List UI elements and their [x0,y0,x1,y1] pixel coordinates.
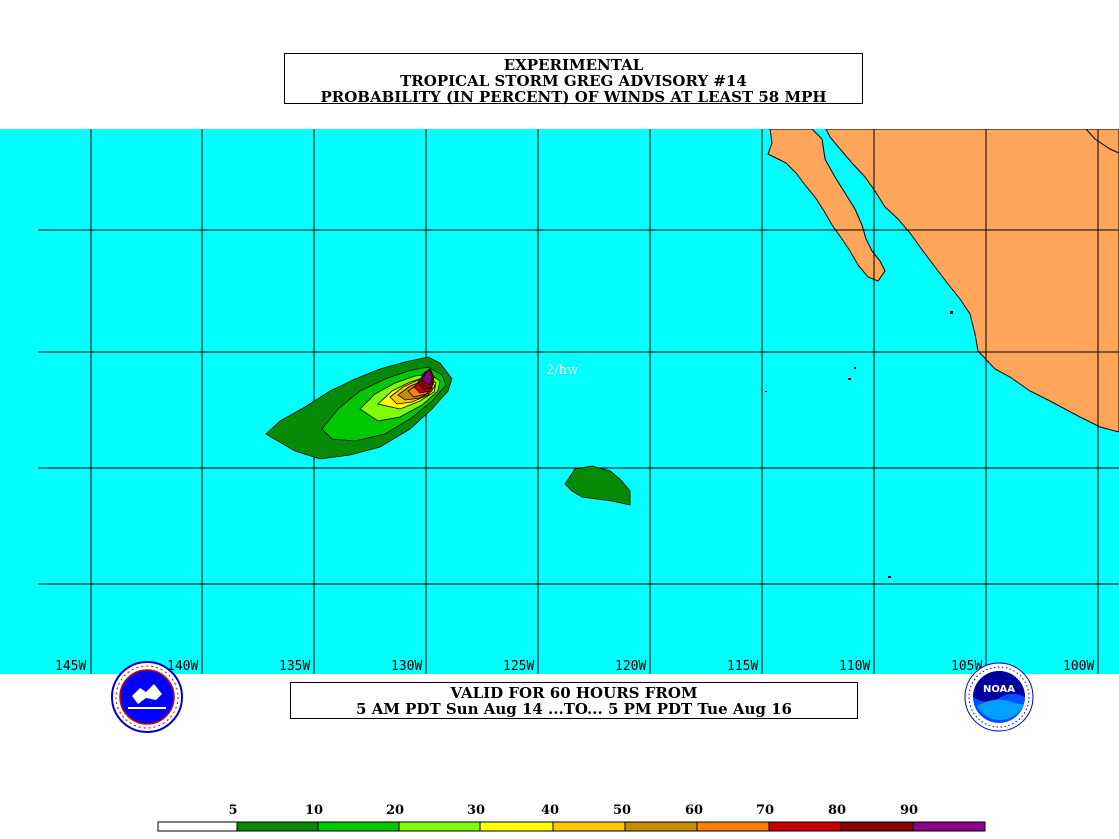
lon-label: 105W [951,659,982,674]
valid-line-1: VALID FOR 60 HOURS FROM [450,684,698,702]
legend-label: 5 [228,803,237,818]
land [767,129,1119,433]
legend-label: 70 [756,803,774,818]
lon-label: 110W [839,659,870,674]
probability-map: 2/hw 145W 140W 135W 130W 125W 120W 115W … [0,129,1119,674]
lon-label: 130W [391,659,422,674]
lon-label: 100W [1063,659,1094,674]
legend-swatches [157,821,986,832]
title-line-3: PROBABILITY (IN PERCENT) OF WINDS AT LEA… [320,88,827,106]
valid-box: VALID FOR 60 HOURS FROM 5 AM PDT Sun Aug… [290,682,858,719]
probability-legend: 5 10 20 30 40 50 60 70 80 90 [157,803,986,832]
nws-logo-icon [111,661,183,733]
legend-swatch [624,821,698,832]
legend-label: 10 [305,803,323,818]
title-box: EXPERIMENTAL TROPICAL STORM GREG ADVISOR… [284,53,863,106]
second-storm-contour [564,465,631,506]
legend-label: 20 [386,803,404,818]
islands [765,311,953,578]
legend-swatch [552,821,626,832]
gulf-coast-detail [1085,129,1119,154]
contour-90 [421,369,433,386]
title-line-2: TROPICAL STORM GREG ADVISORY #14 [400,72,747,90]
legend-swatch [236,821,319,832]
lon-label: 135W [279,659,310,674]
mainland-mexico [825,129,1119,433]
legend-swatch [317,821,400,832]
noaa-logo-text: NOAA [983,684,1015,695]
legend-label: 50 [613,803,631,818]
probability-contours [265,356,631,506]
legend-labels: 5 10 20 30 40 50 60 70 80 90 [228,803,918,818]
lon-label: 115W [727,659,758,674]
valid-line-2: 5 AM PDT Sun Aug 14 ...TO... 5 PM PDT Tu… [356,700,792,718]
legend-label: 90 [900,803,918,818]
legend-swatch [768,821,842,832]
legend-label: 60 [685,803,703,818]
title-line-1: EXPERIMENTAL [503,56,644,74]
map-annotation: 2/hw [546,363,578,378]
baja-california [767,129,886,282]
legend-swatch [398,821,481,832]
legend-swatch [157,821,238,832]
legend-swatch [479,821,554,832]
legend-swatch [912,821,986,832]
noaa-logo-icon: NOAA [964,662,1034,732]
legend-label: 30 [467,803,485,818]
legend-swatch [696,821,770,832]
lon-label: 120W [615,659,646,674]
lon-label: 140W [167,659,198,674]
lon-label: 125W [503,659,534,674]
legend-label: 40 [541,803,559,818]
longitude-labels: 145W 140W 135W 130W 125W 120W 115W 110W … [55,659,1094,674]
legend-label: 80 [828,803,846,818]
lon-label: 145W [55,659,86,674]
grid [38,129,1119,674]
legend-swatch [840,821,914,832]
